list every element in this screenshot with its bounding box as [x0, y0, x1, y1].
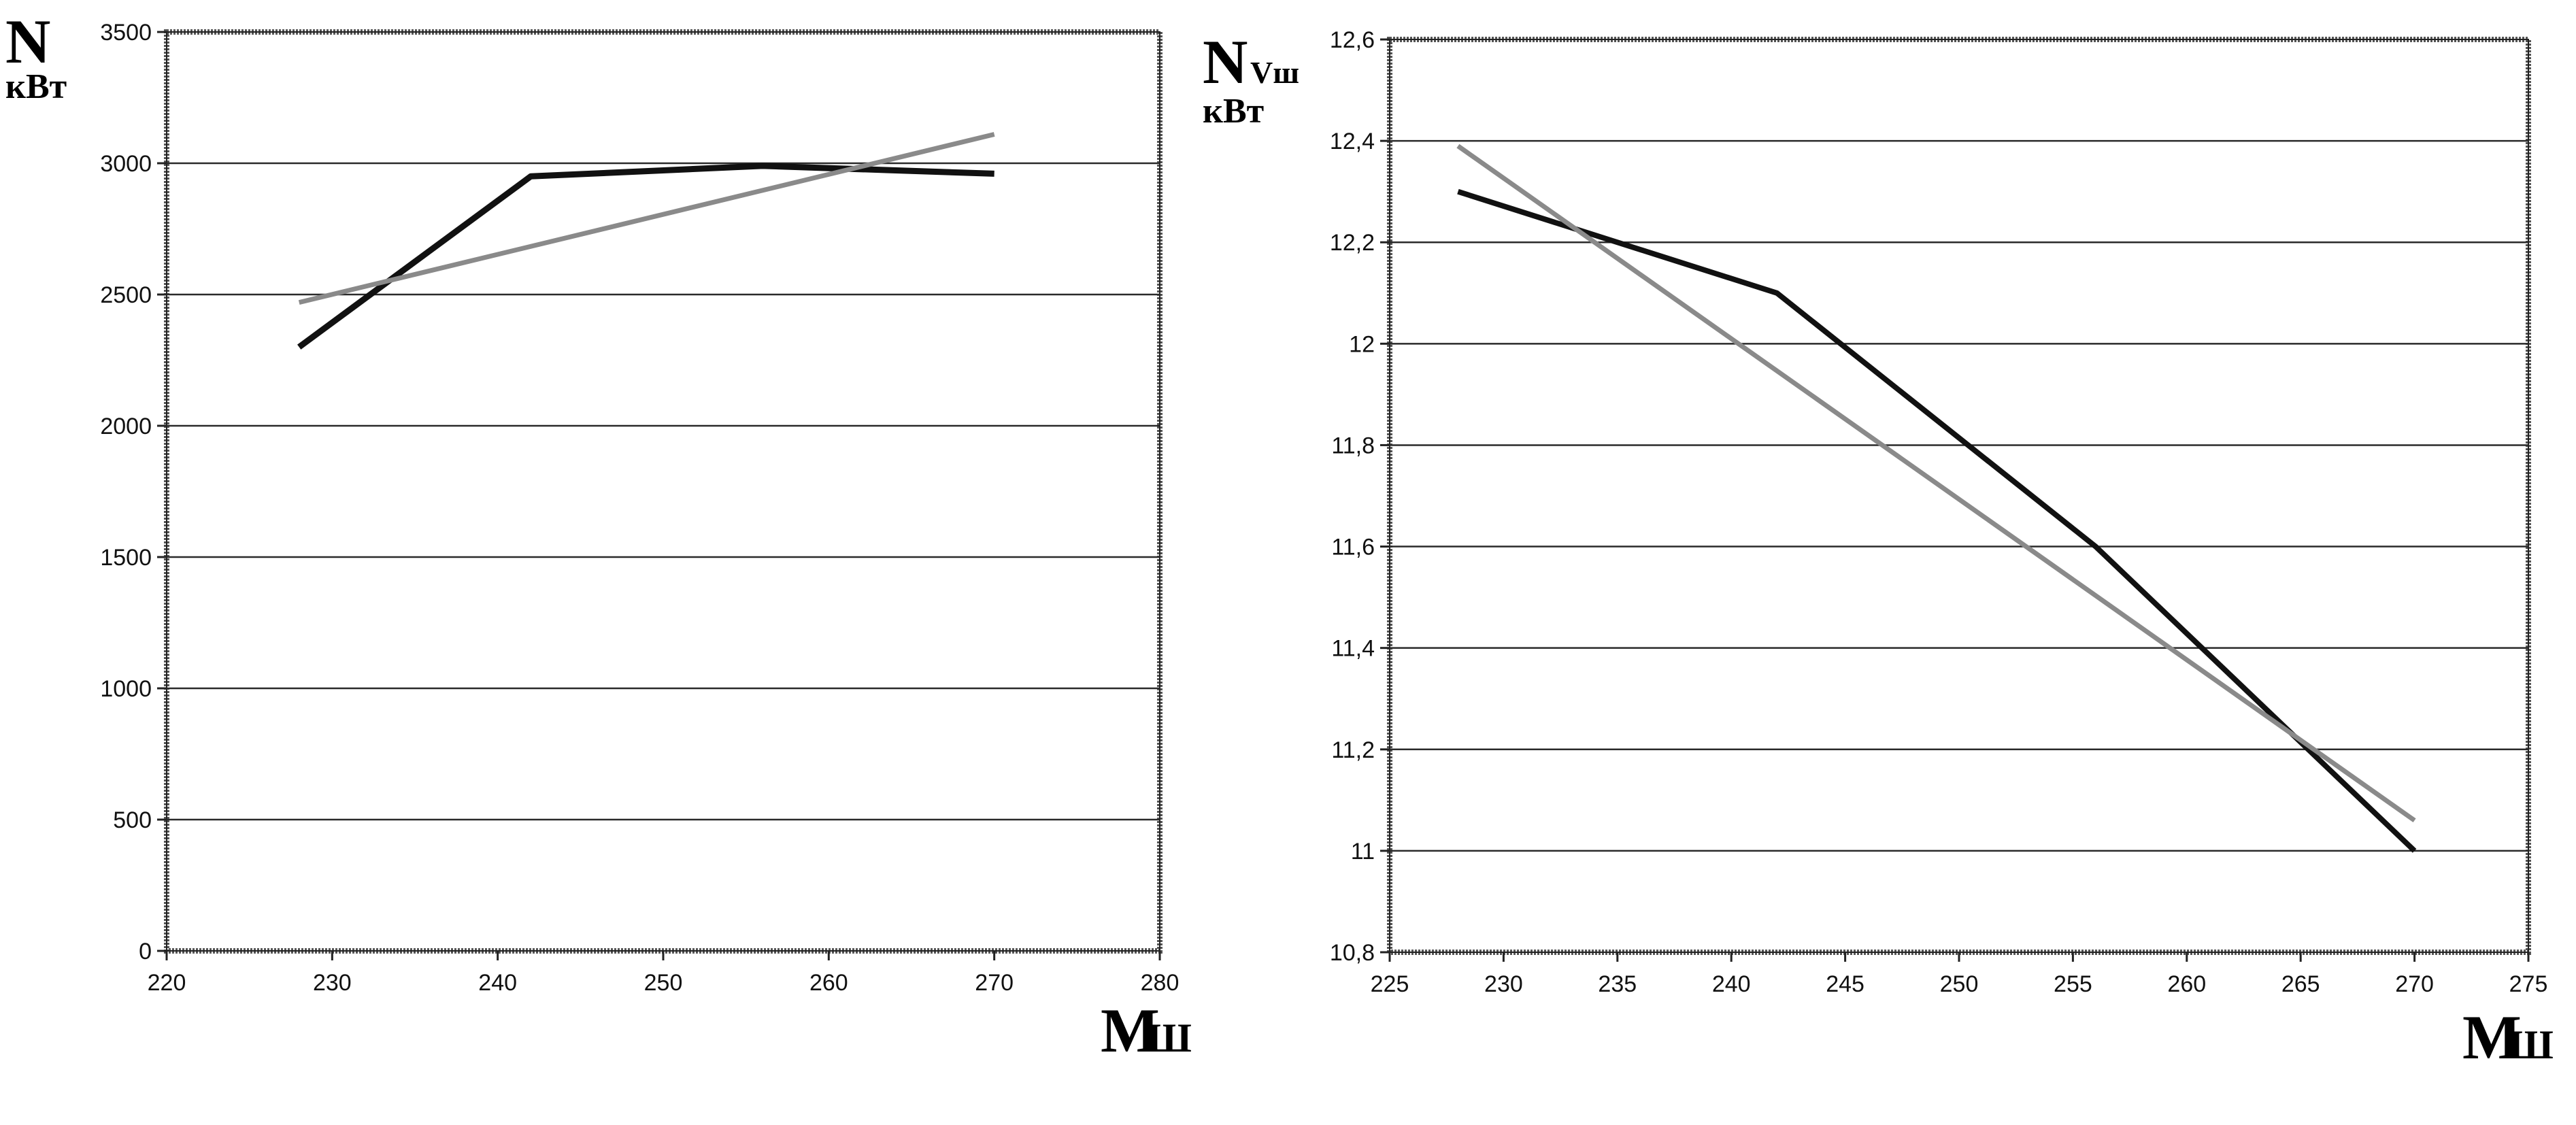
x-axis-label: МШ — [1101, 996, 1192, 1065]
y-axis-label-unit: кВт — [1203, 92, 1264, 131]
y-tick-label: 0 — [139, 939, 152, 964]
x-tick-label: 250 — [644, 970, 683, 996]
x-tick-label: 260 — [809, 970, 848, 996]
x-tick-label: 255 — [2054, 971, 2092, 997]
x-axis-label-main: М — [2462, 1003, 2522, 1072]
power-chart: 0 500 1000 1500 2000 2500 3000 3500 220 230 240 250… — [5, 7, 1192, 1065]
y-tick-label: 3500 — [100, 20, 152, 46]
x-tick-label: 280 — [1141, 970, 1180, 996]
y-tick-label: 12,2 — [1330, 230, 1375, 256]
y-axis-label-unit: кВт — [5, 67, 67, 106]
x-tick-label: 270 — [2395, 971, 2434, 997]
y-axis-label-main: N — [5, 7, 50, 76]
y-tick-label: 11,4 — [1331, 636, 1375, 662]
x-tick-label: 230 — [313, 970, 352, 996]
x-axis-label-main: М — [1101, 996, 1160, 1065]
series-line-measured — [297, 163, 994, 350]
x-tick-label: 240 — [1712, 971, 1751, 997]
x-tick-label: 265 — [2281, 971, 2320, 997]
x-axis-label: МШ — [2462, 1003, 2554, 1072]
y-tick-label: 1000 — [100, 676, 152, 702]
y-axis-label-subscript: Vш — [1250, 55, 1299, 90]
y-tick-label: 2000 — [100, 414, 152, 439]
y-tick-label: 11 — [1351, 839, 1375, 864]
x-tick-label: 220 — [148, 970, 186, 996]
y-tick-label: 10,8 — [1330, 940, 1375, 966]
x-axis-label-subscript: Ш — [1147, 1015, 1192, 1060]
y-tick-label: 1500 — [100, 545, 152, 571]
y-tick-label: 2500 — [100, 282, 152, 308]
y-tick-label: 11,2 — [1331, 737, 1375, 763]
x-tick-label: 250 — [1940, 971, 1979, 997]
y-tick-label: 11,8 — [1331, 433, 1375, 458]
x-tick-label: 260 — [2167, 971, 2206, 997]
x-tick-label: 275 — [2509, 971, 2548, 997]
series-line-trend — [298, 132, 995, 305]
series-line-trend — [1456, 144, 2416, 823]
y-tick-label: 12 — [1349, 331, 1375, 357]
x-tick-label: 235 — [1598, 971, 1637, 997]
x-axis-label-subscript: Ш — [2509, 1022, 2554, 1067]
y-axis-label-main: N — [1203, 27, 1248, 97]
x-tick-label: 230 — [1484, 971, 1523, 997]
y-tick-label: 12,4 — [1330, 129, 1375, 154]
x-tick-label: 240 — [478, 970, 517, 996]
x-tick-label: 245 — [1826, 971, 1864, 997]
specific-power-chart: 10,8 11 11,2 11,4 11,6 11,8 12 12,2 12,4 12,6 225 2… — [1203, 27, 2554, 1072]
x-tick-label: 225 — [1371, 971, 1409, 997]
y-tick-label: 500 — [113, 807, 152, 833]
y-tick-label: 11,6 — [1331, 535, 1375, 560]
y-tick-label: 12,6 — [1330, 27, 1375, 53]
x-tick-label: 270 — [975, 970, 1014, 996]
series-line-measured — [1457, 188, 2417, 853]
y-tick-label: 3000 — [100, 151, 152, 177]
